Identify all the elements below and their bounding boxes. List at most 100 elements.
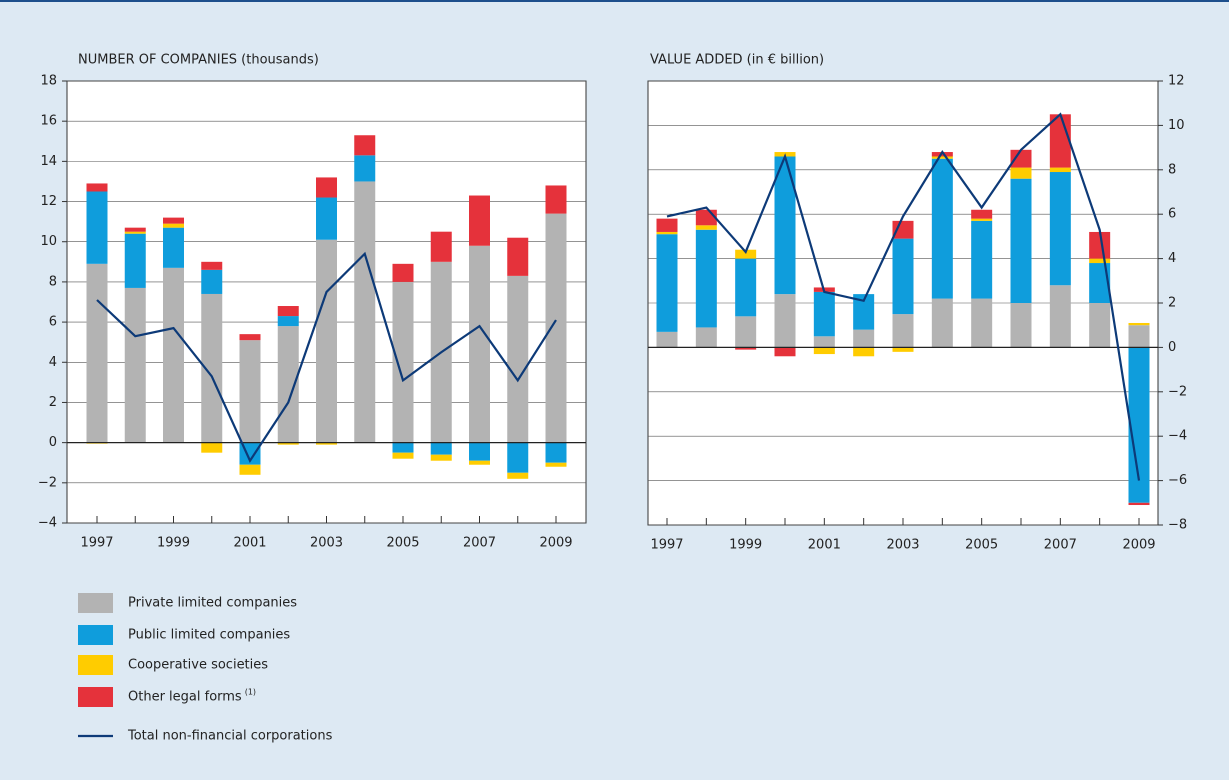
bar-segment (124, 231, 146, 234)
bar-segment (1089, 263, 1111, 303)
x-tick-label: 2005 (386, 536, 419, 551)
bar-segment (735, 258, 757, 317)
bar-segment (277, 306, 299, 317)
bar-segment (892, 238, 914, 315)
top-rule (0, 0, 1229, 2)
legend-label: Public limited companies (128, 628, 290, 643)
y-tick-label: 12 (1168, 74, 1185, 89)
bar-segment (853, 294, 875, 330)
bar-segment (1089, 258, 1111, 264)
bar-segment (656, 234, 678, 332)
legend-swatch (78, 625, 113, 645)
y-tick-label: −4 (38, 516, 57, 531)
bar-segment (545, 462, 567, 467)
bar-segment (239, 340, 261, 443)
x-tick-label: 2003 (310, 536, 343, 551)
legend-swatch (78, 655, 113, 675)
total-line (666, 112, 1141, 481)
bar-segment (735, 249, 757, 259)
y-tick-label: 0 (49, 435, 57, 450)
bar-segment (1010, 303, 1032, 348)
bar-segment (316, 442, 337, 445)
bar-segment (931, 152, 953, 157)
bar-segment (86, 263, 108, 443)
bar-segment (507, 237, 529, 276)
legend-label: Total non-financial corporations (127, 729, 333, 744)
bar-segment (201, 293, 223, 443)
legend-label: Private limited companies (128, 596, 297, 611)
bar-segment (931, 298, 953, 348)
bar-segment (971, 298, 993, 348)
x-tick-label: 2009 (539, 536, 572, 551)
x-tick-label: 2005 (965, 538, 998, 553)
bar-segment (392, 263, 414, 282)
bar-segment (735, 316, 757, 348)
bar-segment (695, 327, 717, 348)
legend-note: (1) (245, 688, 256, 697)
legend-swatch (78, 593, 113, 613)
bar-segment (813, 291, 835, 337)
bar-segment (892, 314, 914, 348)
bar-segment (695, 209, 717, 226)
x-tick-label: 2001 (233, 536, 266, 551)
x-tick-label: 1999 (729, 538, 762, 553)
bar-segment (1089, 231, 1111, 259)
bar-segment (545, 185, 567, 214)
bar-segment (1049, 285, 1071, 348)
bar-segment (695, 229, 717, 328)
y-tick-label: −8 (1168, 518, 1187, 533)
bar-segment (277, 326, 299, 443)
y-tick-label: 4 (1168, 251, 1176, 266)
bar-segment (774, 294, 796, 348)
bar-segment (163, 227, 184, 268)
bar-segment (735, 347, 757, 350)
bar-segment (163, 267, 184, 443)
bar-segment (931, 156, 953, 159)
bar-segment (1128, 322, 1150, 326)
bar-segment (316, 177, 337, 198)
bar-segment (239, 464, 261, 475)
bar-segment (124, 233, 146, 288)
bar-segment (774, 347, 796, 357)
bar-segment (201, 261, 223, 270)
y-tick-label: 2 (49, 395, 57, 410)
bar-segment (1089, 303, 1111, 348)
bar-segment (971, 209, 993, 219)
bar-segment (86, 183, 108, 192)
x-tick-label: 2003 (886, 538, 919, 553)
bar-segment (931, 158, 953, 299)
bar-segment (656, 331, 678, 348)
bar-segment (1128, 325, 1150, 348)
y-tick-label: −6 (1168, 473, 1187, 488)
bar-segment (201, 269, 223, 294)
bar-segment (392, 281, 414, 443)
y-tick-label: 10 (1168, 118, 1185, 133)
bar-segment (774, 156, 796, 295)
y-tick-label: 12 (40, 194, 57, 209)
y-tick-label: 6 (49, 315, 57, 330)
bar-segment (1049, 172, 1071, 286)
y-tick-label: 2 (1168, 296, 1176, 311)
bar-segment (1010, 178, 1032, 303)
x-tick-label: 2009 (1122, 538, 1155, 553)
bar-segment (507, 275, 529, 443)
bar-segment (813, 336, 835, 348)
bar-segment (469, 442, 490, 461)
bar-segment (1128, 347, 1150, 503)
bar-segment (430, 454, 452, 461)
y-tick-label: 6 (1168, 207, 1176, 222)
bar-segment (469, 460, 490, 465)
legend-label: Other legal forms (128, 690, 242, 705)
bar-segment (1010, 167, 1032, 179)
bar-segment (545, 442, 567, 463)
x-tick-label: 2007 (463, 536, 496, 551)
y-tick-label: −4 (1168, 429, 1187, 444)
bar-segment (277, 316, 299, 327)
x-tick-label: 2001 (808, 538, 841, 553)
bar-segment (124, 227, 146, 232)
bar-segment (277, 442, 299, 445)
bar-segment (656, 231, 678, 235)
bar-segment (163, 217, 184, 224)
legend-swatch (78, 687, 113, 707)
